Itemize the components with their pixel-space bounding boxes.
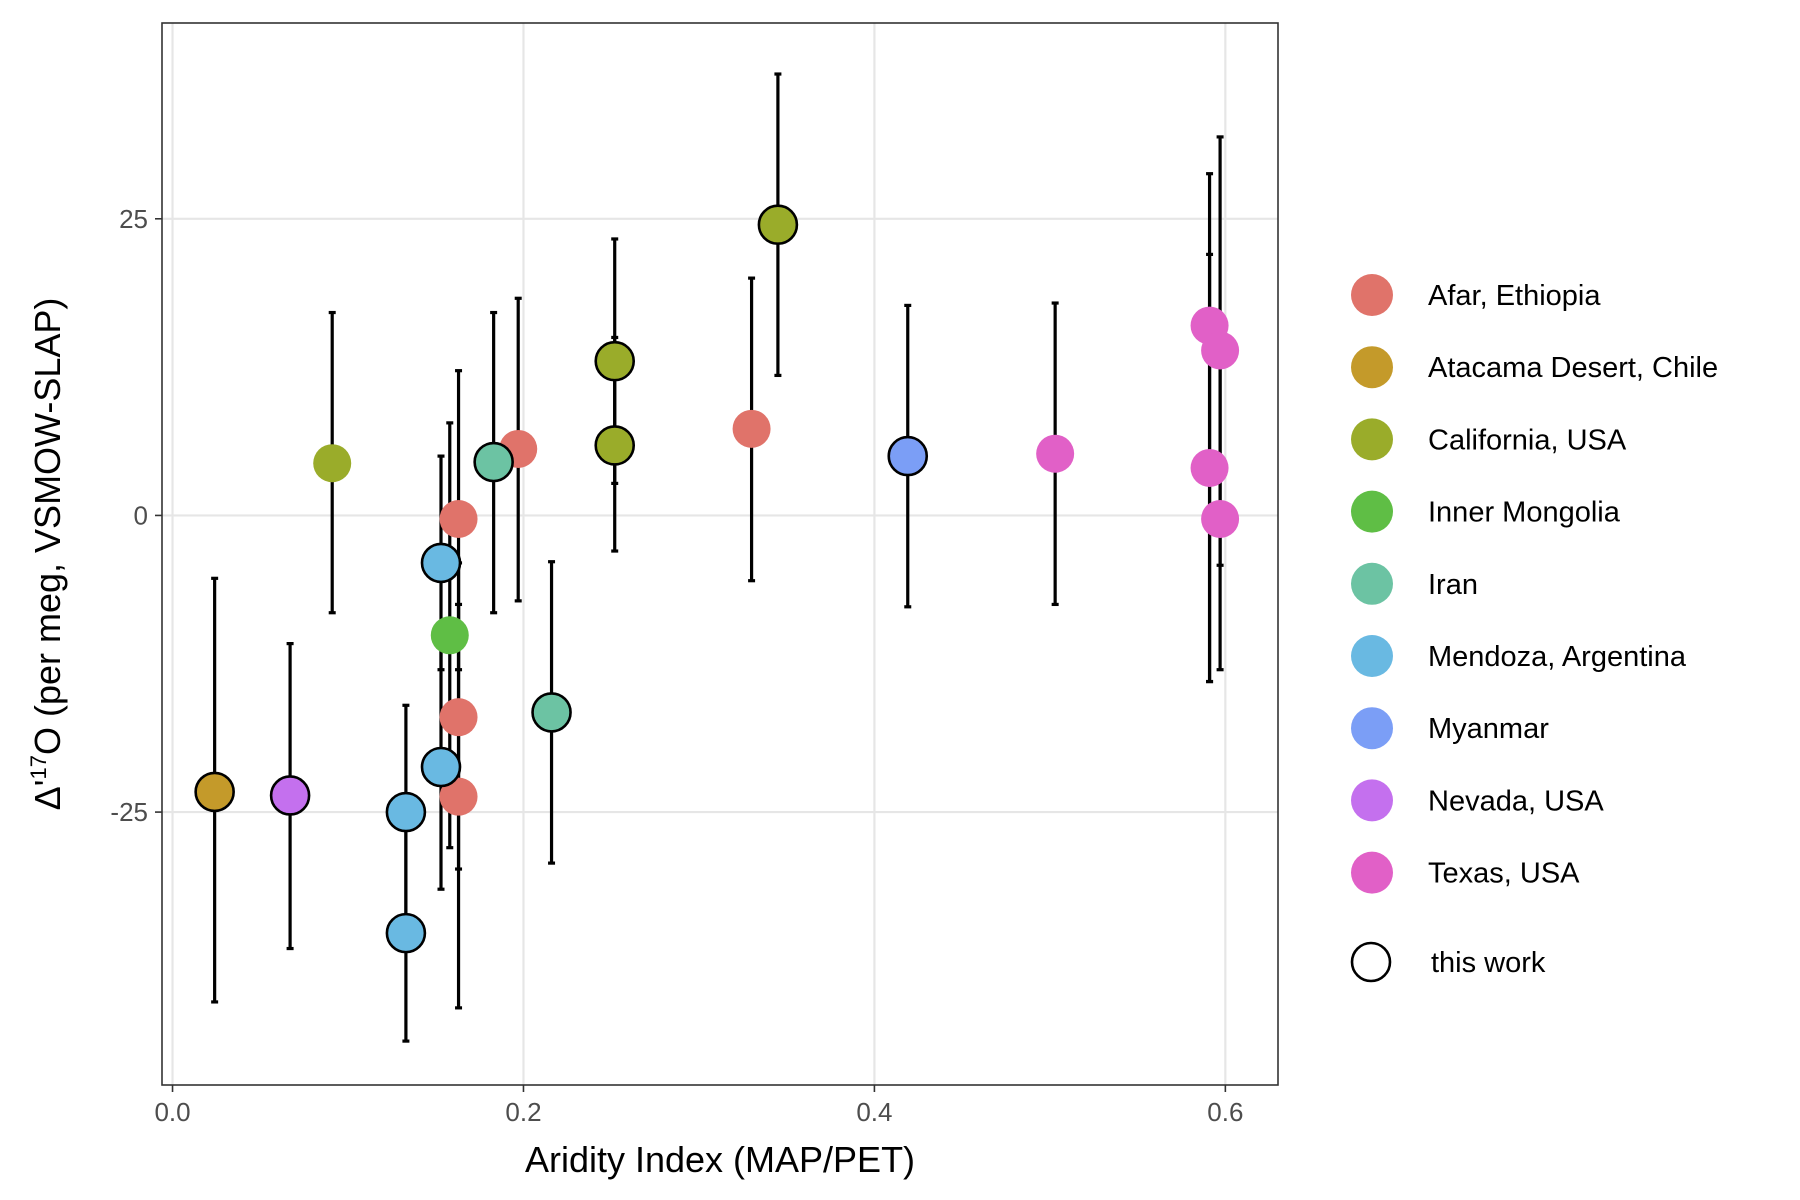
data-point	[1190, 448, 1229, 487]
legend-item: Iran	[1351, 562, 1478, 605]
y-tick-label: -25	[110, 797, 148, 827]
data-point	[1036, 434, 1075, 473]
legend-label: Mendoza, Argentina	[1428, 641, 1687, 673]
legend-item: Afar, Ethiopia	[1351, 274, 1601, 316]
legend-key-outline	[1350, 941, 1392, 983]
legend-key	[1351, 562, 1393, 605]
legend-item: Atacama Desert, Chile	[1351, 346, 1718, 389]
x-tick-label: 0.2	[505, 1097, 541, 1127]
y-axis-title: Δ'17O (per meg, VSMOW-SLAP)	[26, 298, 68, 811]
data-points	[194, 204, 1240, 954]
data-point	[594, 340, 636, 382]
legend-label: Atacama Desert, Chile	[1428, 352, 1718, 384]
data-point	[439, 777, 478, 816]
data-point	[313, 444, 352, 483]
legend-key	[1351, 490, 1393, 533]
plot-panel-border	[161, 22, 1279, 1086]
y-axis-title-superscript: 17	[26, 755, 51, 779]
legend-item: Myanmar	[1351, 707, 1549, 750]
legend-item: Texas, USA	[1351, 851, 1580, 894]
data-point	[385, 791, 427, 833]
x-axis-title: Aridity Index (MAP/PET)	[525, 1139, 915, 1180]
data-point	[887, 435, 929, 477]
legend-label: California, USA	[1428, 424, 1627, 456]
legend-label: Afar, Ethiopia	[1428, 280, 1601, 312]
data-point	[531, 692, 572, 733]
y-axis-title-suffix: O (per meg, VSMOW-SLAP)	[27, 298, 68, 755]
data-point	[732, 409, 771, 448]
data-point	[194, 771, 235, 813]
y-tick-label: 25	[119, 204, 148, 234]
data-point	[473, 441, 514, 483]
legend-label: Inner Mongolia	[1428, 497, 1621, 529]
data-point	[1201, 331, 1240, 370]
data-point	[430, 616, 469, 655]
axes: 0.0 0.2 0.4 0.6 -25 0 25	[110, 204, 1243, 1127]
legend-label: this work	[1431, 947, 1546, 979]
data-point	[385, 912, 427, 954]
legend-item-this-work: this work	[1350, 941, 1546, 983]
legend-item: Inner Mongolia	[1351, 490, 1621, 533]
legend-key	[1351, 851, 1393, 894]
data-point	[420, 542, 462, 584]
legend-key	[1351, 779, 1393, 822]
data-point	[1201, 499, 1240, 538]
x-tick-label: 0.0	[154, 1097, 190, 1127]
data-point	[757, 204, 799, 246]
legend: Afar, Ethiopia Atacama Desert, Chile Calif…	[1350, 274, 1718, 983]
legend-label: Texas, USA	[1428, 858, 1580, 890]
legend-item: Mendoza, Argentina	[1351, 635, 1687, 677]
legend-item: California, USA	[1351, 418, 1627, 461]
legend-label: Myanmar	[1428, 713, 1549, 745]
legend-key	[1351, 635, 1393, 677]
legend-label: Nevada, USA	[1428, 785, 1604, 817]
y-axis-title-prefix: Δ'	[27, 780, 68, 811]
y-tick-label: 0	[134, 500, 148, 530]
legend-key	[1351, 707, 1393, 750]
legend-item: Nevada, USA	[1351, 779, 1604, 822]
grid-lines	[162, 23, 1278, 1085]
legend-key	[1351, 274, 1393, 316]
legend-key	[1351, 346, 1393, 389]
data-point	[439, 698, 478, 737]
data-point	[420, 746, 462, 788]
x-tick-label: 0.6	[1207, 1097, 1243, 1127]
x-tick-label: 0.4	[856, 1097, 892, 1127]
data-point	[269, 775, 311, 816]
legend-label: Iran	[1428, 569, 1478, 601]
data-point	[439, 499, 478, 538]
data-point	[594, 425, 636, 466]
legend-key	[1351, 418, 1393, 461]
